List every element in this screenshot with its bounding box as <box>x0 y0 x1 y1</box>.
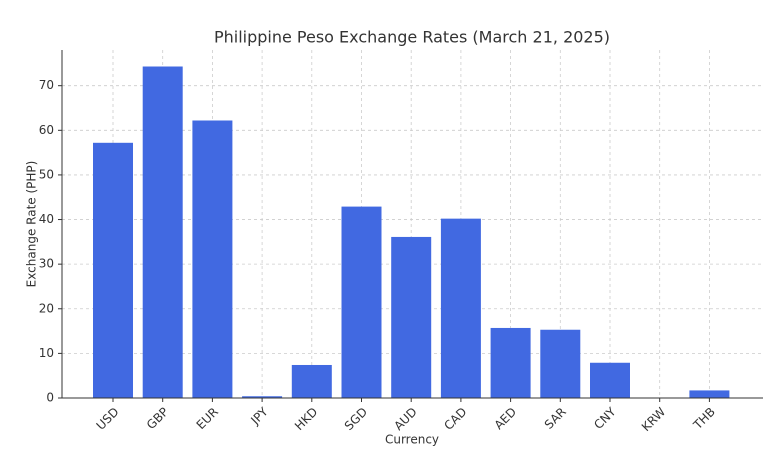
x-tick-label: AUD <box>391 405 419 433</box>
bar <box>490 327 531 398</box>
y-tick-label: 60 <box>39 123 54 137</box>
x-axis-label: Currency <box>385 433 439 447</box>
x-tick-label: SAR <box>542 405 569 432</box>
y-tick-label: 0 <box>46 391 54 405</box>
y-tick-label: 50 <box>39 167 54 181</box>
bar <box>291 364 332 398</box>
bar <box>440 218 481 398</box>
bar <box>192 120 233 398</box>
x-tick-label: SGD <box>342 405 370 433</box>
bar <box>391 236 432 398</box>
y-tick-label: 70 <box>39 78 54 92</box>
x-tick-label: JPY <box>247 404 271 428</box>
x-tick-label: CNY <box>591 404 619 432</box>
x-tick-label: USD <box>94 405 122 433</box>
chart-title: Philippine Peso Exchange Rates (March 21… <box>214 28 610 47</box>
bar <box>341 206 382 398</box>
bar <box>142 66 183 398</box>
y-tick-label: 10 <box>39 346 54 360</box>
x-tick-label: AED <box>492 405 520 433</box>
x-tick-label: KRW <box>639 405 669 435</box>
x-tick-label: THB <box>690 405 718 433</box>
x-tick-label: HKD <box>292 405 320 433</box>
x-tick-label: GBP <box>144 405 171 432</box>
y-tick-label: 30 <box>39 257 54 271</box>
y-tick-label: 40 <box>39 212 54 226</box>
bar <box>689 390 730 398</box>
bar <box>540 329 581 398</box>
x-tick-label: EUR <box>194 405 221 432</box>
y-axis-label: Exchange Rate (PHP) <box>25 161 39 288</box>
y-tick-label: 20 <box>39 301 54 315</box>
bar <box>93 142 133 398</box>
x-tick-label: CAD <box>441 405 469 433</box>
bar <box>590 362 630 398</box>
bar <box>242 396 283 398</box>
